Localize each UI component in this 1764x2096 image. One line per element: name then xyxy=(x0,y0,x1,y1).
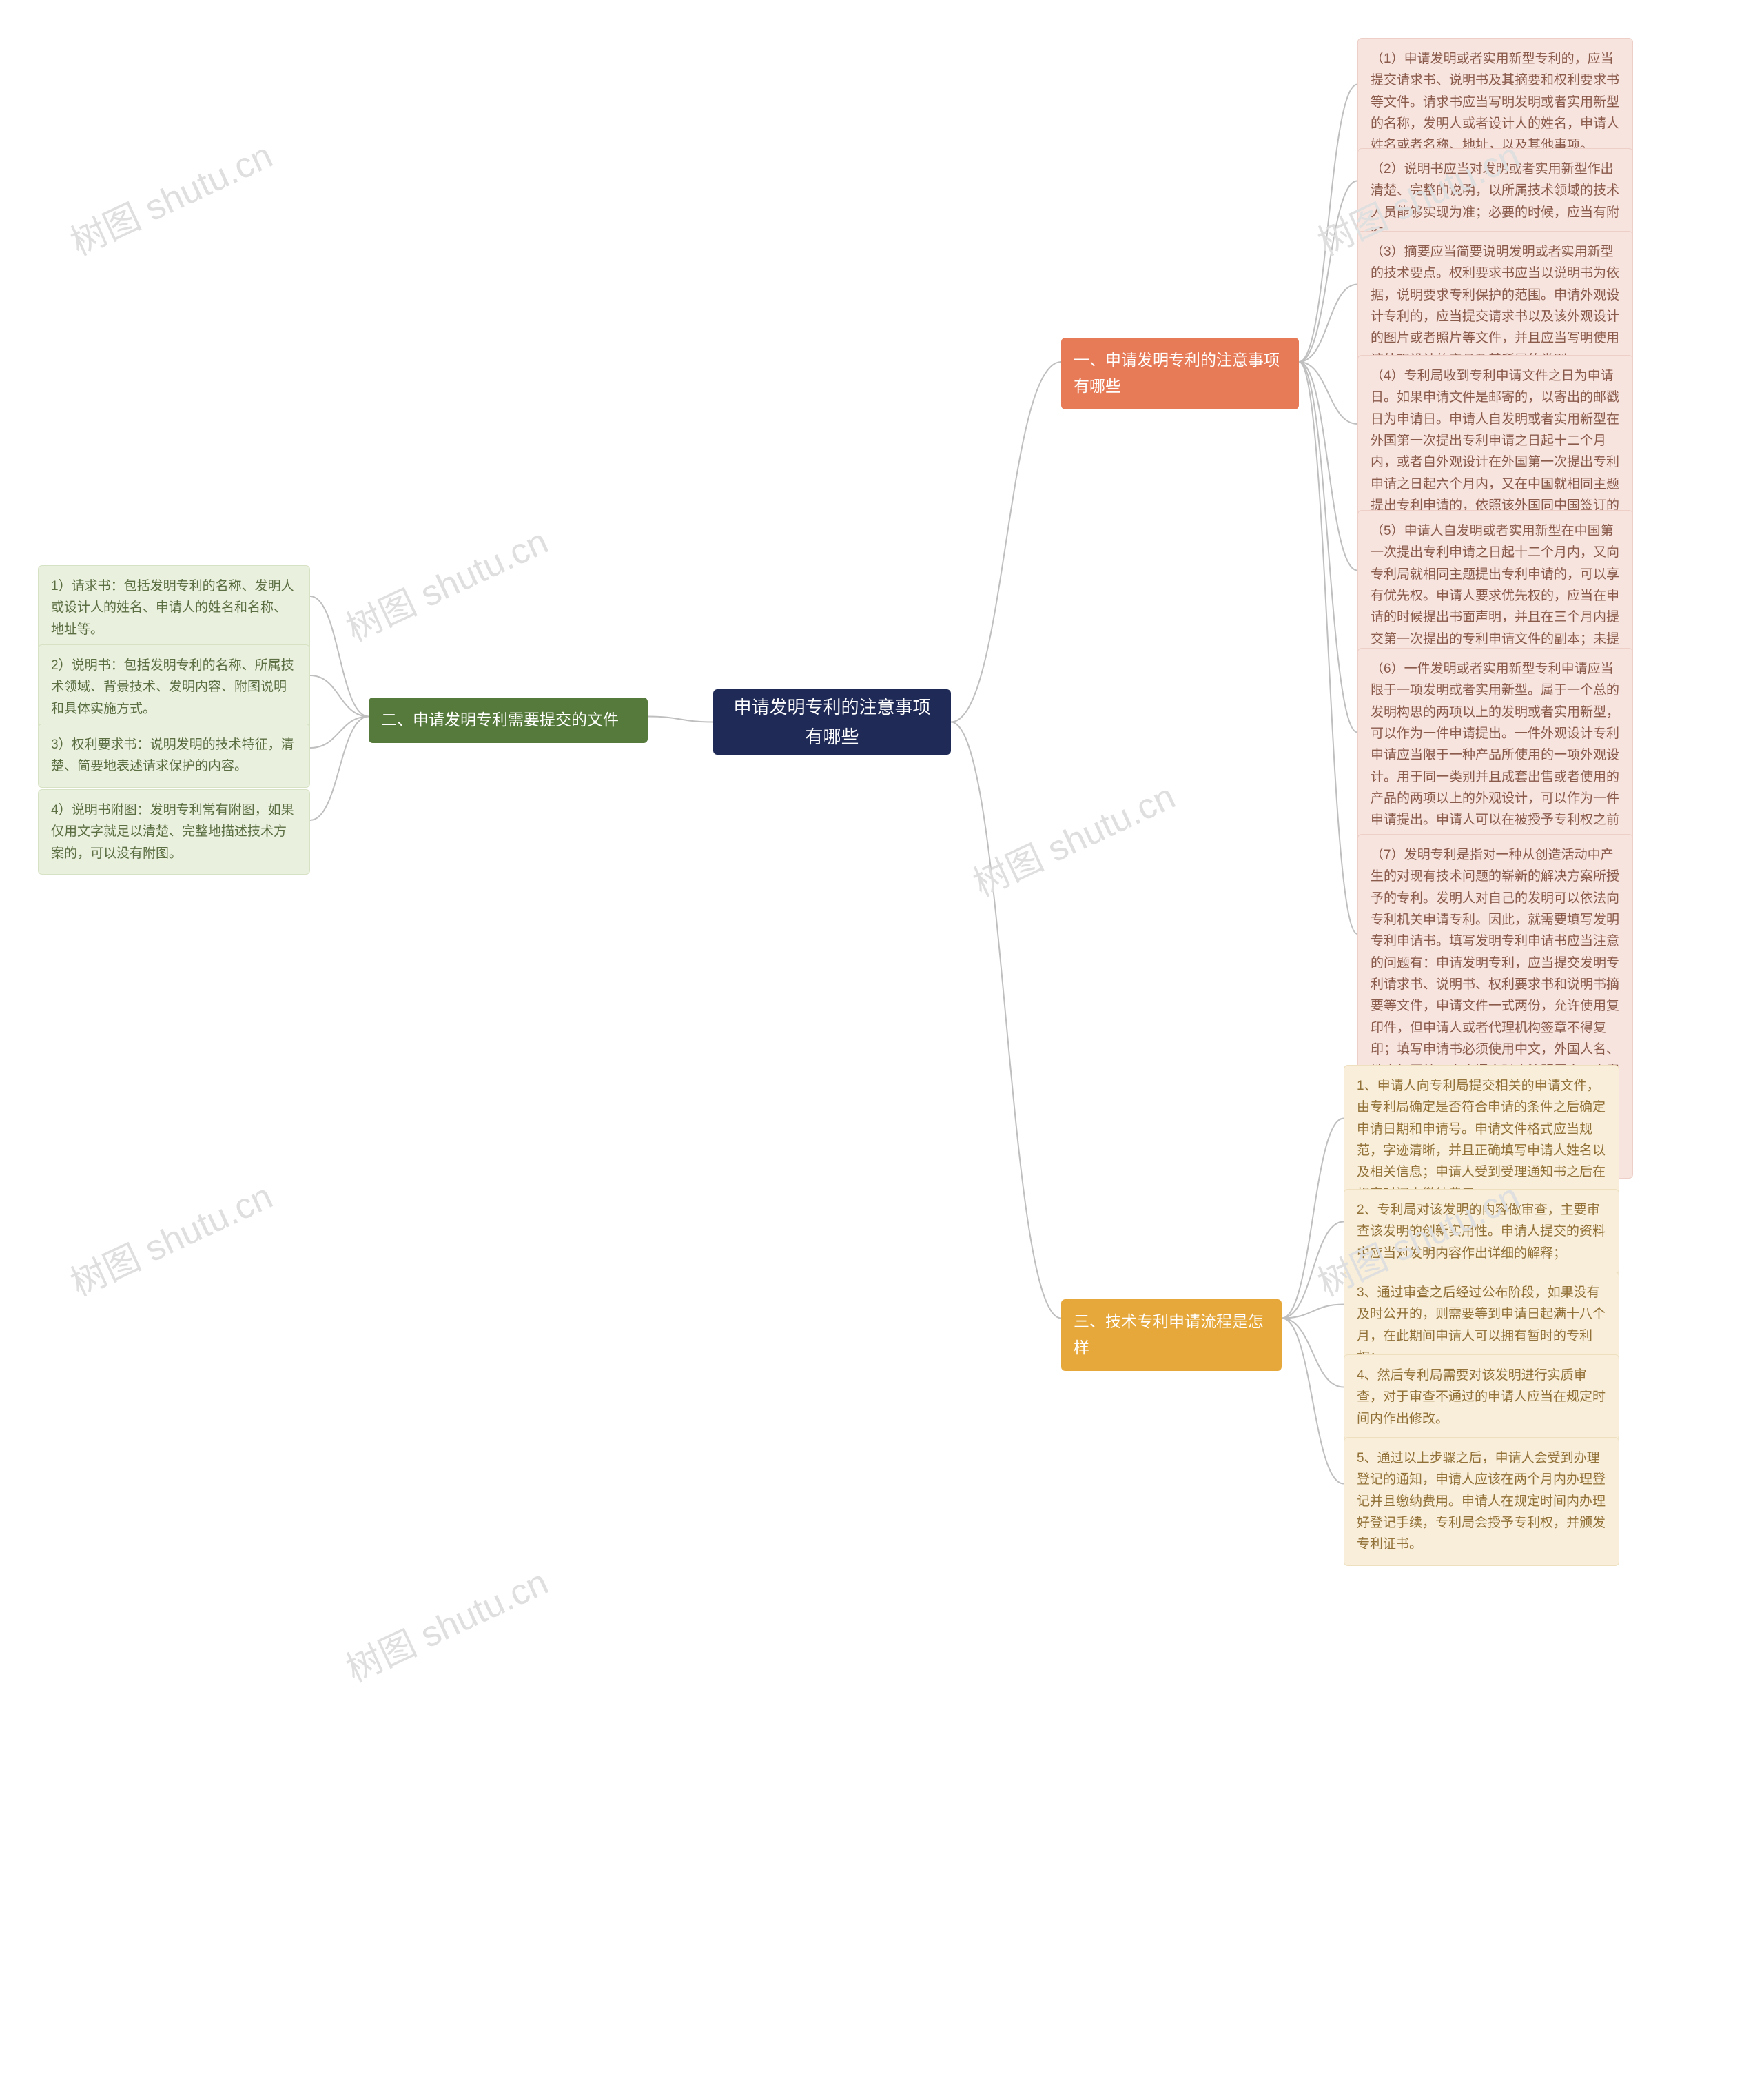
root-node: 申请发明专利的注意事项 有哪些 xyxy=(713,689,951,755)
leaf-node: 1）请求书：包括发明专利的名称、发明人或设计人的姓名、申请人的姓名和名称、地址等… xyxy=(38,565,310,651)
leaf-node: 2）说明书：包括发明专利的名称、所属技术领域、背景技术、发明内容、附图说明和具体… xyxy=(38,644,310,730)
branch-node: 一、申请发明专利的注意事项有哪些 xyxy=(1061,338,1299,409)
leaf-node: 5、通过以上步骤之后，申请人会受到办理登记的通知，申请人应该在两个月内办理登记并… xyxy=(1344,1437,1619,1566)
leaf-node: 3）权利要求书：说明发明的技术特征，清楚、简要地表述请求保护的内容。 xyxy=(38,724,310,788)
leaf-node: 2、专利局对该发明的内容做审查，主要审查该发明的创新实用性。申请人提交的资料中应… xyxy=(1344,1189,1619,1274)
leaf-node: 4）说明书附图：发明专利常有附图，如果仅用文字就足以清楚、完整地描述技术方案的，… xyxy=(38,789,310,875)
branch-node: 二、申请发明专利需要提交的文件 xyxy=(369,698,648,743)
watermark: 树图 shutu.cn xyxy=(336,1554,555,1692)
leaf-node: （1）申请发明或者实用新型专利的，应当提交请求书、说明书及其摘要和权利要求书等文… xyxy=(1357,38,1633,167)
watermark: 树图 shutu.cn xyxy=(61,127,279,265)
leaf-node: 4、然后专利局需要对该发明进行实质审查，对于审查不通过的申请人应当在规定时间内作… xyxy=(1344,1354,1619,1440)
watermark: 树图 shutu.cn xyxy=(336,513,555,651)
watermark: 树图 shutu.cn xyxy=(61,1168,279,1306)
branch-node: 三、技术专利申请流程是怎样 xyxy=(1061,1299,1282,1371)
watermark: 树图 shutu.cn xyxy=(963,768,1182,906)
